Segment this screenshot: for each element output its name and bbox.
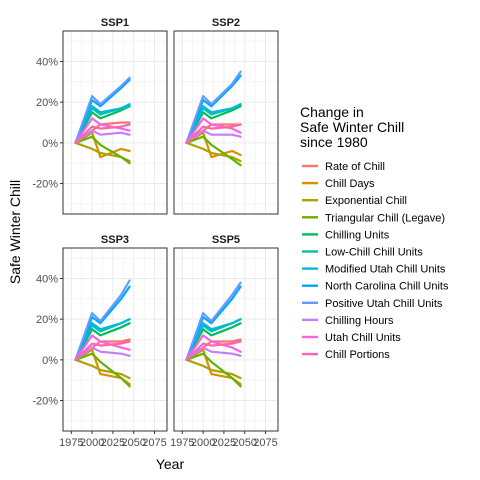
panel-ssp2: SSP2 [173, 13, 279, 215]
legend-label: Rate of Chill [325, 161, 385, 173]
series-line [74, 76, 131, 144]
x-tick-label: 2075 [253, 437, 277, 449]
series-line [185, 103, 242, 144]
x-tick-label: 2050 [232, 437, 256, 449]
facet-title: SSP5 [212, 234, 240, 246]
series-line [185, 135, 242, 167]
y-tick-label: 0% [42, 355, 58, 367]
series-line [185, 70, 242, 144]
legend-item: Chilling Units [302, 229, 390, 241]
legend-label: Chilling Units [325, 229, 390, 241]
legend-title: since 1980 [300, 134, 368, 150]
legend-item: Triangular Chill (Legave) [302, 212, 445, 224]
legend-label: Exponential Chill [325, 195, 407, 207]
legend-item: Chilling Hours [302, 315, 394, 327]
series-line [185, 346, 242, 361]
series-line [185, 352, 242, 388]
panel-ssp1: SSP1 -20% 0% 20% 40% [32, 13, 168, 215]
legend-title: Change in [300, 104, 364, 120]
x-tick-label: 1975 [59, 437, 83, 449]
legend-item: Chill Portions [302, 349, 390, 361]
x-tick-label: 2025 [212, 437, 236, 449]
facet-strip [63, 13, 167, 31]
series-line [185, 334, 242, 361]
series-line [185, 129, 242, 144]
legend-item: Modified Utah Chill Units [302, 264, 446, 276]
series-line [74, 279, 131, 361]
facet-title: SSP3 [101, 234, 129, 246]
y-tick-label: 20% [36, 97, 58, 109]
legend-item: Low-Chill Chill Units [302, 247, 423, 259]
series-line [185, 117, 242, 144]
y-tick-label: 20% [36, 314, 58, 326]
legend-item: Utah Chill Units [302, 332, 401, 344]
series-line [185, 105, 242, 144]
legend-item: North Carolina Chill Units [302, 281, 449, 293]
legend-label: Low-Chill Chill Units [325, 247, 423, 259]
panel-border [62, 247, 168, 432]
legend-label: Utah Chill Units [325, 332, 401, 344]
series-line [74, 129, 131, 144]
series-line [74, 346, 131, 361]
x-tick-label: 2050 [121, 437, 145, 449]
facet-title: SSP2 [212, 17, 240, 29]
y-tick-label: 40% [36, 274, 58, 286]
panel-border [173, 30, 279, 215]
x-tick-label: 2000 [80, 437, 104, 449]
panel-border [62, 30, 168, 215]
series-line [74, 123, 131, 144]
chart-panels: SSP1 -20% 0% 20% 40% SSP2 SSP3 -20% 0% 20% 40% 1975… [32, 13, 279, 449]
series-line [185, 322, 242, 361]
panel-border [173, 247, 279, 432]
series-line [185, 358, 242, 380]
series-line [74, 352, 131, 388]
series-line [74, 105, 131, 144]
series-line [74, 340, 131, 361]
series-line [74, 117, 131, 144]
series-line [74, 334, 131, 361]
x-tick-label: 2000 [191, 437, 215, 449]
series-line [74, 131, 131, 159]
y-axis-title: Safe Winter Chill [7, 180, 23, 284]
legend-label: Chill Days [325, 178, 375, 190]
legend-label: Positive Utah Chill Units [325, 298, 443, 310]
facet-title: SSP1 [101, 17, 129, 29]
series-line [185, 141, 242, 163]
y-tick-label: 40% [36, 57, 58, 69]
series-line [74, 358, 131, 380]
legend-title: Safe Winter Chill [300, 119, 404, 135]
facet-strip [174, 230, 278, 248]
facet-strip [174, 13, 278, 31]
series-line [185, 340, 242, 361]
legend-label: Modified Utah Chill Units [325, 264, 446, 276]
series-line [74, 105, 131, 144]
legend-item: Chill Days [302, 178, 375, 190]
x-axis-title: Year [156, 456, 185, 472]
series-line [74, 318, 131, 361]
y-tick-label: -20% [32, 396, 58, 408]
facet-strip [63, 230, 167, 248]
legend-item: Exponential Chill [302, 195, 407, 207]
x-tick-label: 2025 [101, 437, 125, 449]
legend-label: North Carolina Chill Units [325, 281, 449, 293]
series-line [74, 135, 131, 165]
legend-label: Chilling Hours [325, 315, 394, 327]
x-tick-label: 1975 [170, 437, 194, 449]
legend-label: Chill Portions [325, 349, 390, 361]
x-tick-label: 2075 [142, 437, 166, 449]
series-line [185, 318, 242, 361]
series-line [185, 281, 242, 361]
legend-item: Rate of Chill [302, 161, 385, 173]
series-line [185, 123, 242, 144]
legend-label: Triangular Chill (Legave) [325, 212, 445, 224]
y-tick-label: -20% [32, 179, 58, 191]
legend-item: Positive Utah Chill Units [302, 298, 443, 310]
y-tick-label: 0% [42, 138, 58, 150]
series-line [74, 322, 131, 361]
series-line [185, 131, 242, 159]
